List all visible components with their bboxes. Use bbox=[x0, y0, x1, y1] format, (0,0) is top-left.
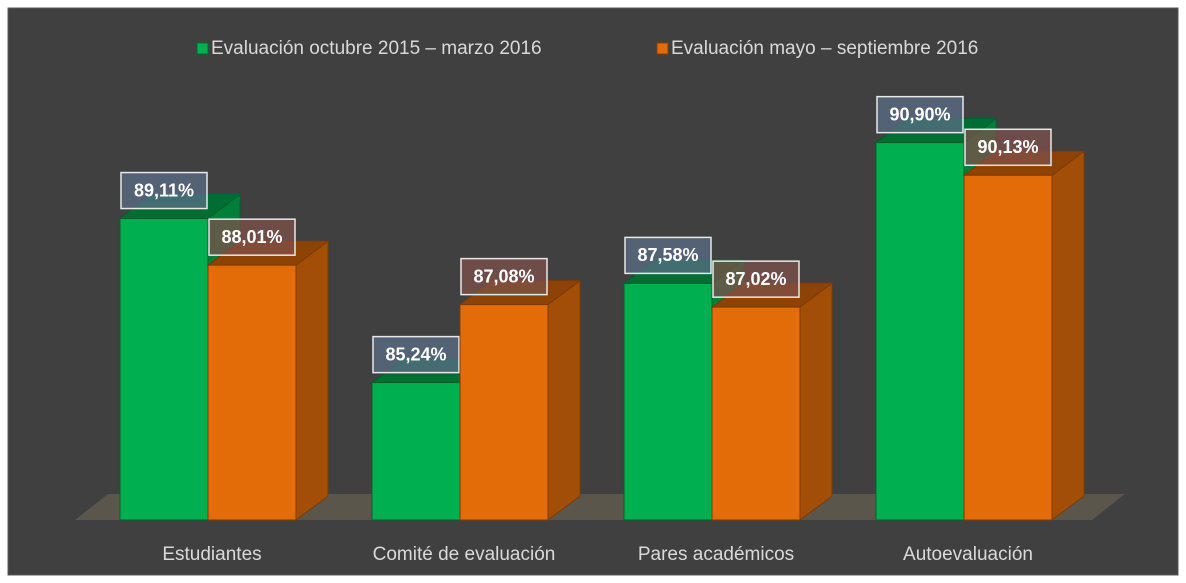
data-label: 85,24% bbox=[385, 344, 446, 364]
bar-side bbox=[1051, 150, 1085, 521]
bar-3d: 90,13% bbox=[962, 128, 1086, 521]
bar-side bbox=[295, 240, 329, 521]
data-label-box bbox=[876, 95, 964, 134]
legend-swatch bbox=[196, 42, 209, 55]
legend-item: Evaluación mayo – septiembre 2016 bbox=[656, 38, 978, 59]
bar-3d: 87,08% bbox=[458, 257, 582, 521]
data-label-box bbox=[460, 257, 548, 296]
bar bbox=[459, 304, 549, 521]
bar bbox=[711, 306, 801, 521]
bar-3d: 87,02% bbox=[710, 260, 834, 521]
legend-label: Evaluación octubre 2015 – marzo 2016 bbox=[211, 38, 542, 59]
bar bbox=[623, 282, 713, 521]
bar bbox=[963, 174, 1053, 521]
legend-swatch bbox=[656, 42, 669, 55]
x-tick-label: Autoevaluación bbox=[903, 544, 1033, 565]
data-label: 88,01% bbox=[221, 227, 282, 247]
bar bbox=[207, 264, 297, 521]
data-label-box bbox=[712, 260, 800, 298]
data-label: 87,02% bbox=[725, 269, 786, 289]
bar-side bbox=[799, 282, 833, 521]
data-label-box bbox=[372, 335, 460, 374]
data-label: 89,11% bbox=[134, 180, 194, 200]
x-tick-label: Comité de evaluación bbox=[373, 544, 556, 565]
data-label-box bbox=[120, 171, 208, 210]
bar-side bbox=[547, 279, 581, 521]
floor bbox=[75, 494, 1125, 520]
data-label: 90,13% bbox=[977, 137, 1038, 157]
data-label: 90,90% bbox=[889, 104, 950, 124]
bar-3d: 88,01% bbox=[206, 218, 330, 521]
bar bbox=[875, 142, 965, 521]
bar bbox=[371, 382, 461, 521]
legend-item: Evaluación octubre 2015 – marzo 2016 bbox=[196, 38, 542, 59]
data-label-box bbox=[208, 218, 296, 256]
data-label-box bbox=[964, 128, 1052, 167]
bar bbox=[119, 218, 209, 521]
x-tick-label: Pares académicos bbox=[638, 544, 794, 565]
x-tick-label: Estudiantes bbox=[162, 544, 261, 565]
legend-label: Evaluación mayo – septiembre 2016 bbox=[671, 38, 978, 59]
data-label: 87,08% bbox=[473, 266, 534, 286]
data-label: 87,58% bbox=[637, 245, 698, 265]
data-label-box bbox=[624, 236, 712, 275]
